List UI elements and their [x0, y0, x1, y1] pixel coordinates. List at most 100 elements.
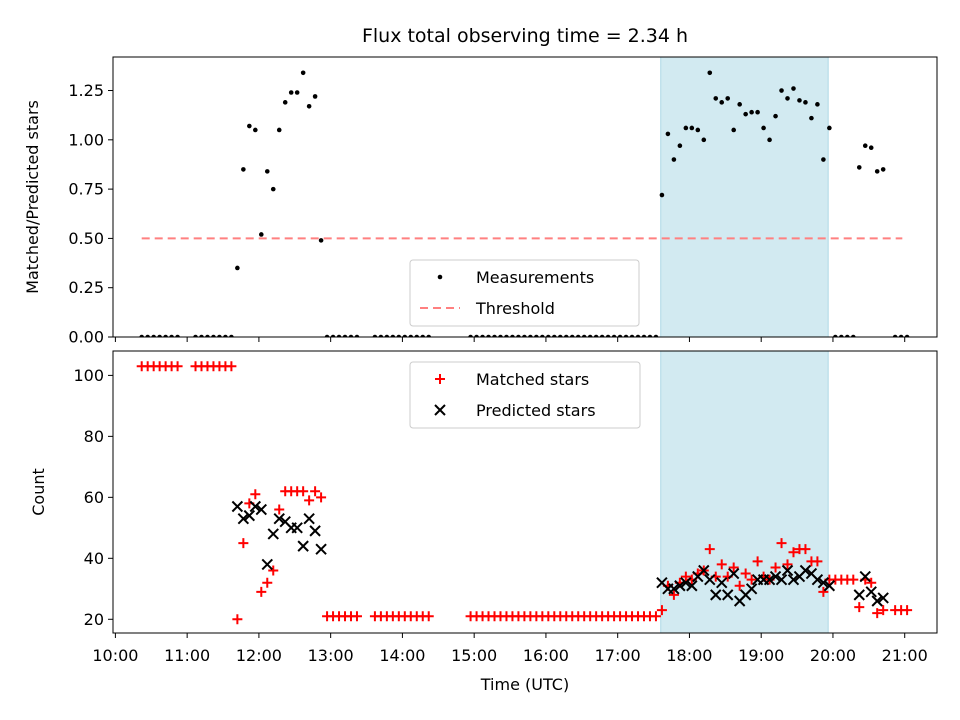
- x-tick-label: 13:00: [308, 646, 354, 665]
- data-point: [414, 334, 420, 337]
- data-point: [336, 334, 342, 337]
- data-point: [297, 540, 309, 552]
- data-point: [695, 127, 701, 133]
- x-tick-label: 20:00: [810, 646, 856, 665]
- data-point: [713, 96, 719, 101]
- data-point: [791, 86, 796, 91]
- data-point: [800, 544, 811, 555]
- data-point: [818, 586, 829, 597]
- data-point: [671, 157, 677, 162]
- data-point: [163, 334, 168, 337]
- data-point: [247, 123, 252, 129]
- data-point: [635, 334, 641, 337]
- y-tick-label: 0.00: [68, 328, 104, 347]
- data-point: [719, 100, 725, 105]
- data-point: [486, 334, 491, 337]
- data-point: [426, 334, 432, 337]
- data-point: [647, 334, 653, 337]
- data-point: [782, 559, 793, 570]
- data-point: [821, 157, 826, 162]
- data-point: [701, 137, 707, 143]
- count-panel: 20 40 60 80 100 10:00 11:00 12:00 13:00 14:00 15:0…: [29, 350, 938, 665]
- data-point: [304, 495, 315, 506]
- data-point: [396, 334, 402, 337]
- data-point: [827, 125, 832, 131]
- data-point: [291, 522, 303, 534]
- data-point: [898, 334, 904, 337]
- data-point: [874, 169, 880, 174]
- data-point: [761, 125, 766, 131]
- plot-frame: [112, 350, 938, 634]
- data-point: [587, 334, 593, 337]
- data-point: [707, 70, 713, 76]
- data-point: [581, 334, 587, 337]
- legend-marker: [435, 374, 445, 384]
- x-tick-label: 19:00: [738, 646, 784, 665]
- x-tick-label: 15:00: [451, 646, 497, 665]
- y-axis-label: Count: [29, 468, 48, 516]
- data-point: [731, 127, 736, 133]
- data-point: [315, 543, 327, 555]
- data-point: [402, 334, 408, 337]
- data-point: [235, 265, 240, 271]
- data-point: [262, 577, 273, 588]
- data-point: [253, 127, 258, 133]
- data-point: [866, 577, 877, 588]
- data-point: [859, 570, 871, 583]
- data-point: [811, 573, 824, 586]
- data-point: [623, 334, 629, 337]
- data-point: [276, 127, 282, 133]
- data-point: [267, 528, 279, 540]
- y-tick-label: 80: [84, 427, 104, 446]
- data-point: [641, 334, 647, 337]
- data-point: [157, 334, 162, 337]
- data-point: [232, 614, 243, 625]
- data-point: [261, 558, 273, 571]
- series-predicted-stars: [231, 500, 889, 607]
- x-tick-label: 17:00: [595, 646, 641, 665]
- data-point: [872, 608, 883, 619]
- data-point: [243, 509, 256, 522]
- data-point: [238, 538, 249, 549]
- data-point: [211, 334, 216, 337]
- data-point: [169, 334, 174, 337]
- data-point: [776, 538, 787, 549]
- data-point: [199, 334, 204, 337]
- data-point: [282, 100, 288, 105]
- data-point: [674, 580, 686, 592]
- y-tick-label: 1.00: [68, 130, 104, 149]
- data-point: [653, 334, 659, 337]
- data-point: [390, 334, 396, 337]
- data-point: [815, 102, 820, 107]
- data-point: [781, 564, 794, 577]
- data-point: [745, 583, 758, 595]
- data-point: [862, 143, 868, 149]
- data-point: [522, 334, 527, 337]
- data-point: [677, 143, 683, 149]
- data-point: [258, 232, 264, 237]
- data-point: [749, 109, 754, 115]
- data-point: [797, 98, 802, 103]
- legend: Matched stars Predicted stars: [409, 361, 641, 429]
- data-point: [698, 564, 710, 577]
- data-point: [755, 109, 760, 115]
- data-point: [175, 334, 180, 337]
- data-point: [878, 605, 889, 616]
- data-point: [298, 486, 309, 497]
- data-point: [372, 334, 378, 337]
- data-point: [767, 137, 772, 143]
- data-point: [650, 611, 661, 622]
- data-point: [563, 334, 569, 337]
- data-point: [264, 169, 270, 174]
- data-point: [845, 334, 850, 337]
- data-point: [668, 583, 680, 595]
- data-point: [217, 334, 222, 337]
- data-point: [823, 580, 836, 592]
- data-point: [722, 589, 734, 601]
- data-point: [680, 576, 692, 589]
- data-point: [839, 334, 844, 337]
- data-point: [151, 334, 156, 337]
- data-point: [268, 565, 279, 576]
- data-point: [348, 334, 354, 337]
